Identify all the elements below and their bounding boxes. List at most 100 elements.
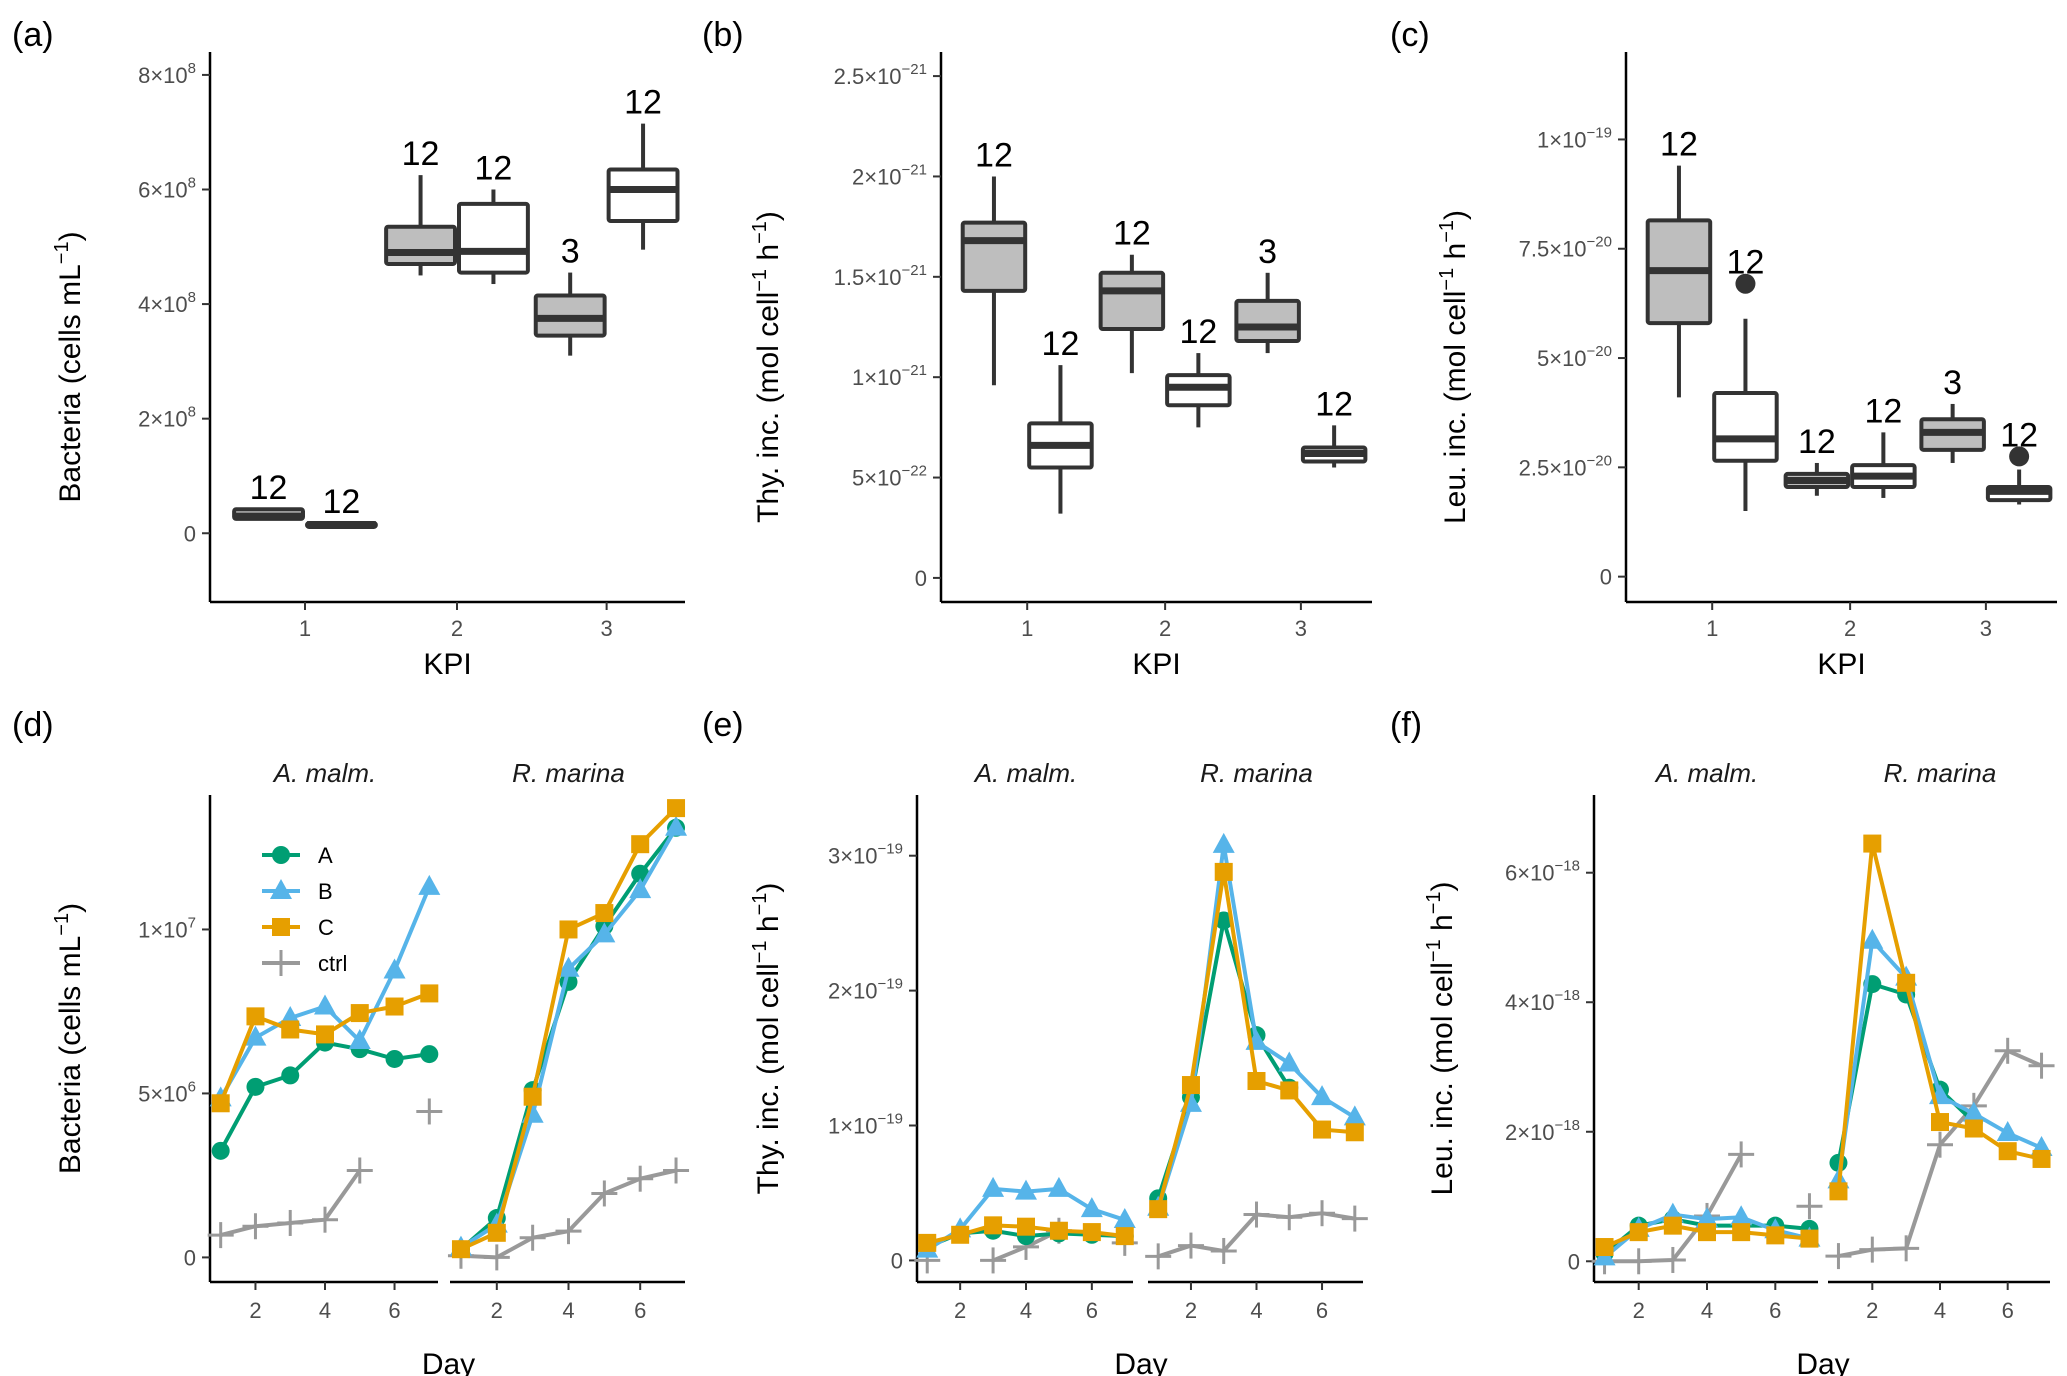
series-line xyxy=(1156,918,1291,1199)
data-point xyxy=(1047,1176,1070,1197)
facet-a-malm: A. malm. 2 4 6 xyxy=(207,758,443,1323)
legend-label: C xyxy=(318,915,334,940)
box-white-kpi2: 12 xyxy=(457,150,530,285)
data-point xyxy=(1181,1076,1200,1095)
y-tick-label: 1×10−19 xyxy=(1537,124,1612,152)
n-label: 12 xyxy=(2000,416,2038,454)
box-white-kpi1: 12 xyxy=(1027,325,1094,514)
data-point xyxy=(631,835,650,854)
x-tick-label: 2 xyxy=(1866,1298,1878,1323)
y-tick-label: 1×10−21 xyxy=(852,362,927,390)
data-point xyxy=(523,1087,542,1106)
x-axis-title: Day xyxy=(1114,1348,1167,1376)
facet-strip-label: A. malm. xyxy=(272,758,377,788)
series-C xyxy=(451,799,686,1259)
facet-strip-label: R. marina xyxy=(1884,758,1997,788)
data-point xyxy=(385,1049,404,1068)
data-point xyxy=(246,1007,265,1026)
y-tick-label: 6×10−18 xyxy=(1505,858,1580,886)
box-white-kpi2: 12 xyxy=(1165,313,1232,428)
x-tick-label: 6 xyxy=(2002,1298,2014,1323)
data-point xyxy=(557,956,580,977)
data-point xyxy=(595,904,614,923)
box-grey-kpi2: 12 xyxy=(1783,423,1851,496)
data-point xyxy=(1214,911,1233,930)
panel-e: (e) 0 1×10−19 2×10−19 3×10−19 Thy. inc. (mol … xyxy=(702,706,1368,1376)
legend-square-icon xyxy=(272,918,290,936)
y-tick-label: 0 xyxy=(915,566,927,591)
data-point xyxy=(1214,862,1233,881)
series-C xyxy=(918,1216,1134,1252)
data-point xyxy=(1311,1085,1334,1106)
data-point xyxy=(1800,1229,1819,1248)
n-label: 12 xyxy=(402,135,440,173)
data-point xyxy=(211,1094,230,1113)
panel-label: (a) xyxy=(12,16,54,54)
y-tick-label: 6×108 xyxy=(138,175,196,203)
x-axis-title: KPI xyxy=(423,648,471,681)
box-body xyxy=(606,167,680,224)
x-tick-label: 2 xyxy=(1844,616,1856,641)
facet-r-marina: R. marina 2 4 6 xyxy=(1825,758,2055,1323)
panel-label: (c) xyxy=(1390,16,1430,54)
data-point xyxy=(1149,1200,1168,1219)
y-tick-label: 0 xyxy=(1568,1249,1580,1274)
y-axis-title: Thy. inc. (mol cell−1 h−1) xyxy=(749,211,785,523)
box-grey-kpi3: 3 xyxy=(1919,364,1986,463)
legend-label: A xyxy=(318,843,333,868)
box-body xyxy=(384,224,457,266)
legend-circle-icon xyxy=(272,846,290,864)
data-point xyxy=(593,922,616,943)
data-point xyxy=(350,1004,369,1023)
n-label: 12 xyxy=(1179,313,1217,351)
box-white-kpi1: 12 xyxy=(305,483,378,529)
series-B xyxy=(1147,832,1366,1216)
data-point xyxy=(631,864,650,883)
data-point xyxy=(982,1176,1005,1197)
x-tick-label: 2 xyxy=(249,1298,261,1323)
facet-r-marina: R. marina 2 4 6 xyxy=(447,758,690,1323)
data-point xyxy=(1280,1081,1299,1100)
y-tick-label: 8×108 xyxy=(138,60,196,88)
data-point xyxy=(984,1216,1003,1235)
outlier-point xyxy=(2009,446,2030,467)
x-tick-label: 6 xyxy=(1086,1298,1098,1323)
data-point xyxy=(665,815,688,836)
data-point xyxy=(1998,1142,2017,1161)
series-C xyxy=(1829,834,2051,1201)
n-label: 12 xyxy=(1660,126,1698,164)
series-ctrl xyxy=(416,1098,443,1125)
series-ctrl xyxy=(1796,1193,1823,1220)
box-white-kpi3: 12 xyxy=(1300,385,1368,468)
y-tick-label: 0 xyxy=(184,1245,196,1270)
box-white-kpi3: 12 xyxy=(1985,416,2053,505)
legend-item-ctrl: ctrl xyxy=(262,950,347,976)
data-point xyxy=(1996,1121,2019,1142)
facet-strip-label: A. malm. xyxy=(1654,758,1759,788)
series-B xyxy=(449,815,688,1256)
n-label: 12 xyxy=(975,136,1013,174)
data-point xyxy=(1313,1120,1332,1139)
data-point xyxy=(281,1066,300,1085)
panel-label: (f) xyxy=(1390,706,1422,744)
n-label: 12 xyxy=(1042,325,1080,363)
x-tick-label: 4 xyxy=(1934,1298,1946,1323)
x-tick-label: 2 xyxy=(1633,1298,1645,1323)
x-tick-label: 6 xyxy=(388,1298,400,1323)
x-tick-label: 4 xyxy=(1701,1298,1713,1323)
box-body xyxy=(1234,298,1301,344)
box-grey-kpi2: 12 xyxy=(384,135,457,276)
y-tick-label: 5×10−22 xyxy=(852,463,927,491)
legend-label: ctrl xyxy=(318,951,347,976)
panel-b: (b) 0 5×10−22 1×10−21 1.5×10−21 2×10−21 2.5×10… xyxy=(702,16,1372,681)
data-point xyxy=(1113,1207,1136,1228)
data-point xyxy=(418,874,441,895)
box-grey-kpi3: 3 xyxy=(1234,233,1301,354)
x-tick-label: 2 xyxy=(1159,616,1171,641)
x-tick-label: 2 xyxy=(1185,1298,1197,1323)
panel-f: (f) 0 2×10−18 4×10−18 6×10−18 Leu. inc. (mol … xyxy=(1390,706,2055,1376)
x-tick-label: 2 xyxy=(451,616,463,641)
data-point xyxy=(1115,1227,1134,1246)
x-tick-label: 1 xyxy=(1706,616,1718,641)
